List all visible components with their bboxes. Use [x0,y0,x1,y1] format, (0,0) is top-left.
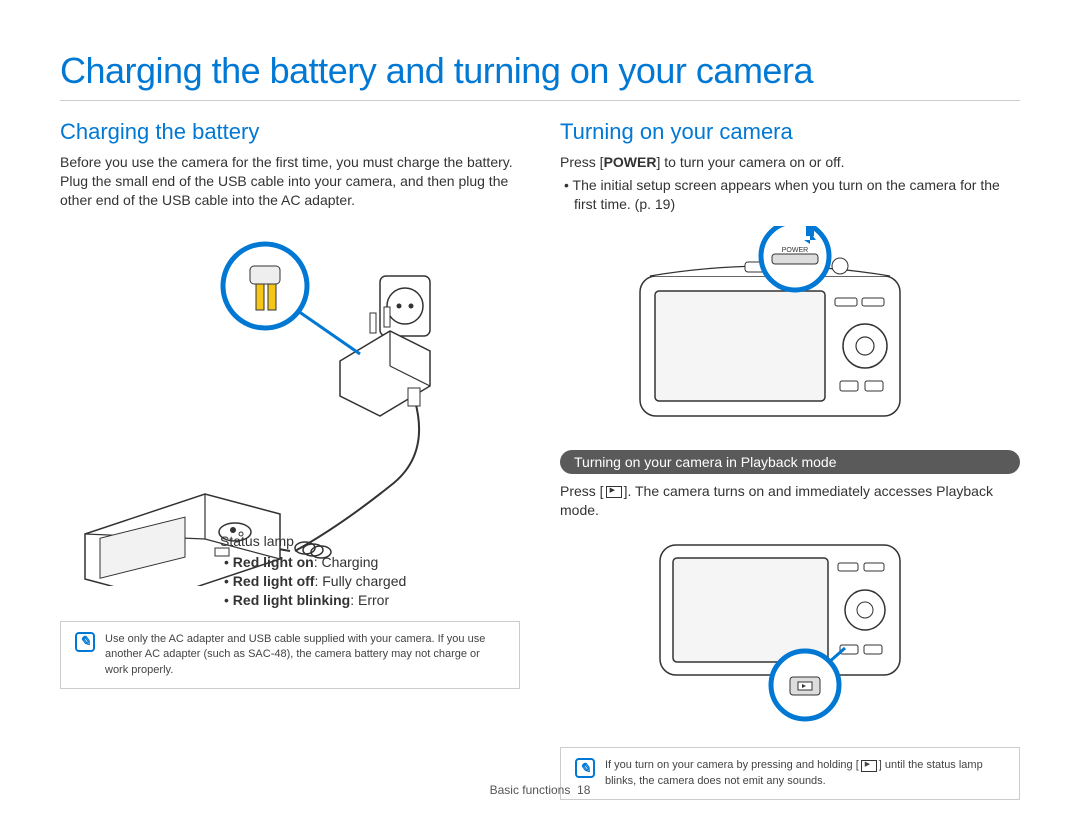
playback-diagram [560,535,1020,725]
power-on-diagram: POWER [560,226,1020,426]
status-item: Red light on: Charging [220,553,470,572]
turning-on-heading: Turning on your camera [560,119,1020,145]
charging-intro: Before you use the camera for the first … [60,153,520,210]
left-column: Charging the battery Before you use the … [60,119,520,689]
page-title: Charging the battery and turning on your… [60,50,1020,92]
title-divider [60,100,1020,101]
status-item: Red light blinking: Error [220,591,470,610]
right-column: Turning on your camera Press [POWER] to … [560,119,1020,689]
playback-icon [606,486,622,498]
note-icon: ✎ [75,632,95,652]
status-lamp-title: Status lamp [220,533,470,549]
playback-icon [861,760,877,772]
note-text: Use only the AC adapter and USB cable su… [105,632,505,678]
charging-heading: Charging the battery [60,119,520,145]
note-icon: ✎ [575,758,595,778]
playback-mode-heading: Turning on your camera in Playback mode [560,450,1020,474]
power-instruction: Press [POWER] to turn your camera on or … [560,153,1020,172]
initial-setup-bullet: The initial setup screen appears when yo… [560,176,1020,214]
playback-instruction: Press []. The camera turns on and immedi… [560,482,1020,520]
status-lamp-block: Status lamp Red light on: Charging Red l… [220,533,470,610]
charging-diagram [60,226,520,586]
page-footer: Basic functions 18 [0,783,1080,797]
status-item: Red light off: Fully charged [220,572,470,591]
svg-text:POWER: POWER [782,247,808,254]
charging-note: ✎ Use only the AC adapter and USB cable … [60,621,520,689]
two-column-layout: Charging the battery Before you use the … [60,119,1020,689]
